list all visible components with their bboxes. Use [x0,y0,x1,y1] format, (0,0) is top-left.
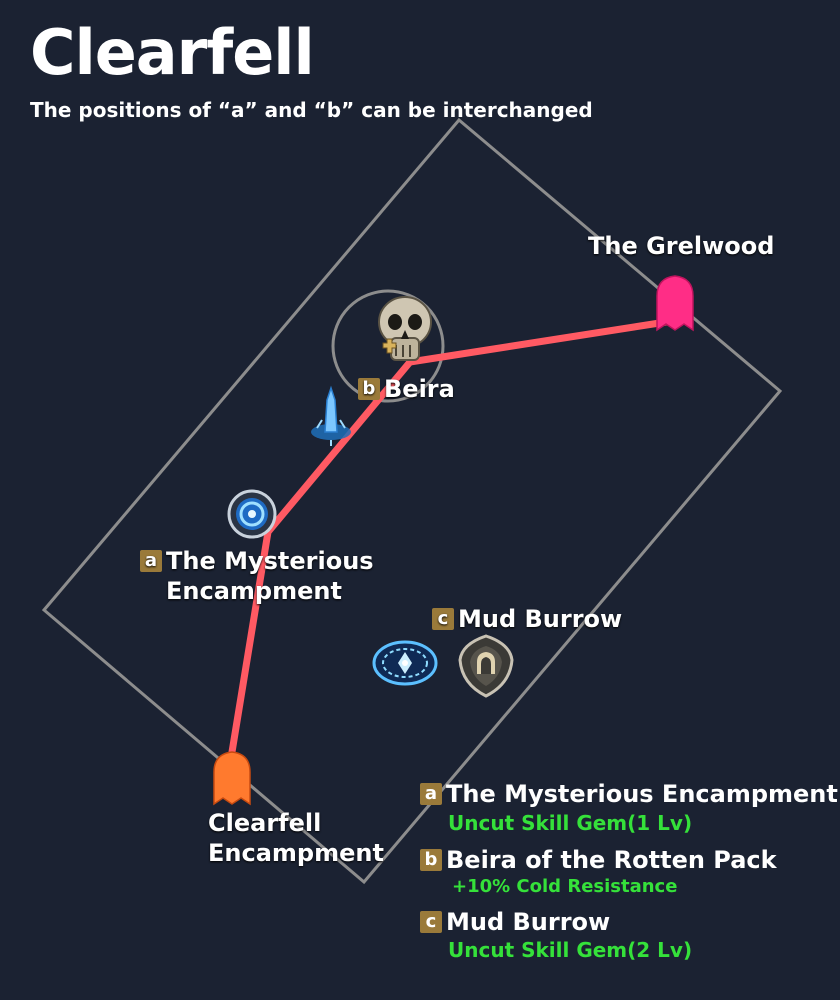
badge-b: b [358,378,380,400]
page-title: Clearfell [30,16,315,89]
zone-exit-icon[interactable] [656,275,694,332]
obelisk-icon[interactable] [311,385,351,446]
mud-burrow-name: Mud Burrow [458,605,623,633]
route-path [228,318,670,756]
grelwood-label: The Grelwood [588,232,775,260]
mysterious-encampment-label-line2: Encampment [166,577,342,605]
beira-name: Beira [384,375,455,403]
legend-reward-a: Uncut Skill Gem(1 Lv) [448,811,693,835]
legend-badge-b: b [420,849,442,871]
badge-c: c [432,608,454,630]
legend-name-a: The Mysterious Encampment [446,780,838,808]
mysterious-line-1: The Mysterious [166,547,374,575]
clearfell-encampment-label: Clearfell [208,809,322,837]
legend-name-c: Mud Burrow [446,908,611,936]
legend-badge-c: c [420,911,442,933]
mud-burrow-label: c Mud Burrow [432,604,622,634]
legend-badge-a: a [420,783,442,805]
page-subtitle: The positions of “a” and “b” can be inte… [30,98,593,122]
legend-item-a: a The Mysterious Encampment [420,780,838,808]
boss-area-circle [331,289,445,403]
skull-boss-icon[interactable] [378,296,432,361]
badge-a: a [140,550,162,572]
waypoint-orb-icon[interactable] [227,489,277,539]
beira-label: b Beira [358,374,455,404]
town-marker-icon[interactable] [213,751,251,806]
legend-reward-b: +10% Cold Resistance [452,876,678,897]
dungeon-shield-icon[interactable] [458,634,514,698]
legend-item-b: b Beira of the Rotten Pack [420,846,777,874]
legend-item-c: c Mud Burrow [420,908,610,936]
checkpoint-icon[interactable] [372,640,438,686]
clearfell-encampment-label-line2: Encampment [208,839,384,867]
mysterious-encampment-label: a The Mysterious [140,546,374,576]
legend-name-b: Beira of the Rotten Pack [446,846,777,874]
legend-reward-c: Uncut Skill Gem(2 Lv) [448,938,693,962]
